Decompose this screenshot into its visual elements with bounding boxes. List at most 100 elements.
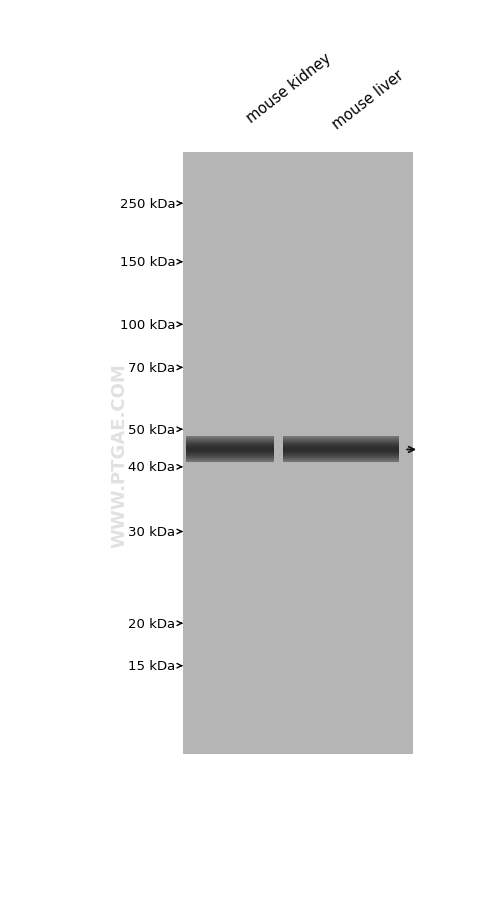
Bar [283,444,398,445]
Bar [183,696,413,700]
Bar [183,615,413,619]
Bar [183,363,413,366]
Bar [283,446,398,448]
Bar [283,457,398,458]
Bar [183,152,413,156]
Bar [186,456,274,457]
Bar [183,520,413,523]
Bar [183,159,413,162]
Text: 20 kDa: 20 kDa [128,617,175,630]
Bar [186,441,274,443]
Bar [183,712,413,715]
Bar [183,685,413,688]
Bar [186,448,274,449]
Bar [183,423,413,427]
Bar [183,633,413,637]
Bar [183,299,413,304]
Bar [283,452,398,453]
Bar [183,721,413,724]
Bar [183,583,413,586]
Bar [183,399,413,402]
Bar [186,445,274,446]
Bar [183,621,413,625]
Bar [183,290,413,295]
Bar [186,442,274,443]
Bar [183,744,413,748]
Bar [183,255,413,259]
Bar [183,270,413,273]
Bar [186,451,274,452]
Bar [183,375,413,379]
Bar [183,748,413,751]
Bar [183,330,413,334]
Bar [283,438,398,439]
Bar [186,446,274,447]
Bar [186,449,274,450]
Text: mouse kidney: mouse kidney [244,51,335,125]
Bar [183,315,413,318]
Bar [186,447,274,448]
Bar [183,699,413,703]
Bar [183,558,413,562]
Bar [183,591,413,595]
Bar [283,441,398,443]
Bar [186,438,274,439]
Bar [186,459,274,460]
Bar [283,438,398,439]
Bar [183,547,413,550]
Bar [183,312,413,316]
Bar [183,489,413,492]
Bar [183,726,413,730]
Bar [183,420,413,424]
Bar [183,534,413,538]
Bar [183,723,413,727]
Bar [183,606,413,610]
Bar [183,594,413,598]
Bar [183,288,413,291]
Bar [183,327,413,331]
Bar [183,465,413,469]
Bar [186,438,274,439]
Bar [183,297,413,300]
Bar [183,402,413,406]
Bar [183,495,413,499]
Bar [183,576,413,580]
Bar [186,444,274,445]
Bar [183,717,413,721]
Bar [283,447,398,449]
Bar [283,461,398,463]
Bar [283,440,398,441]
Bar [283,449,398,451]
Bar [183,366,413,370]
Bar [283,444,398,445]
Bar [183,426,413,429]
Bar [183,216,413,219]
Bar [283,453,398,454]
Bar [183,597,413,601]
Bar [183,552,413,556]
Bar [283,437,398,438]
Bar [183,658,413,661]
Text: WWW.PTGAE.COM: WWW.PTGAE.COM [110,364,129,548]
Bar [183,640,413,643]
Bar [183,549,413,553]
Bar [183,384,413,388]
Bar [183,588,413,592]
Bar [283,442,398,443]
Bar [183,351,413,354]
Bar [186,461,274,462]
Bar [186,441,274,442]
Bar [183,168,413,171]
Text: 250 kDa: 250 kDa [120,198,175,210]
Bar [183,618,413,622]
Bar [183,177,413,180]
Bar [183,694,413,697]
Bar [183,498,413,502]
Bar [183,360,413,364]
Bar [183,456,413,460]
Bar [183,480,413,483]
Bar [183,453,413,456]
Bar [186,449,274,451]
Bar [283,454,398,455]
Bar [183,690,413,694]
